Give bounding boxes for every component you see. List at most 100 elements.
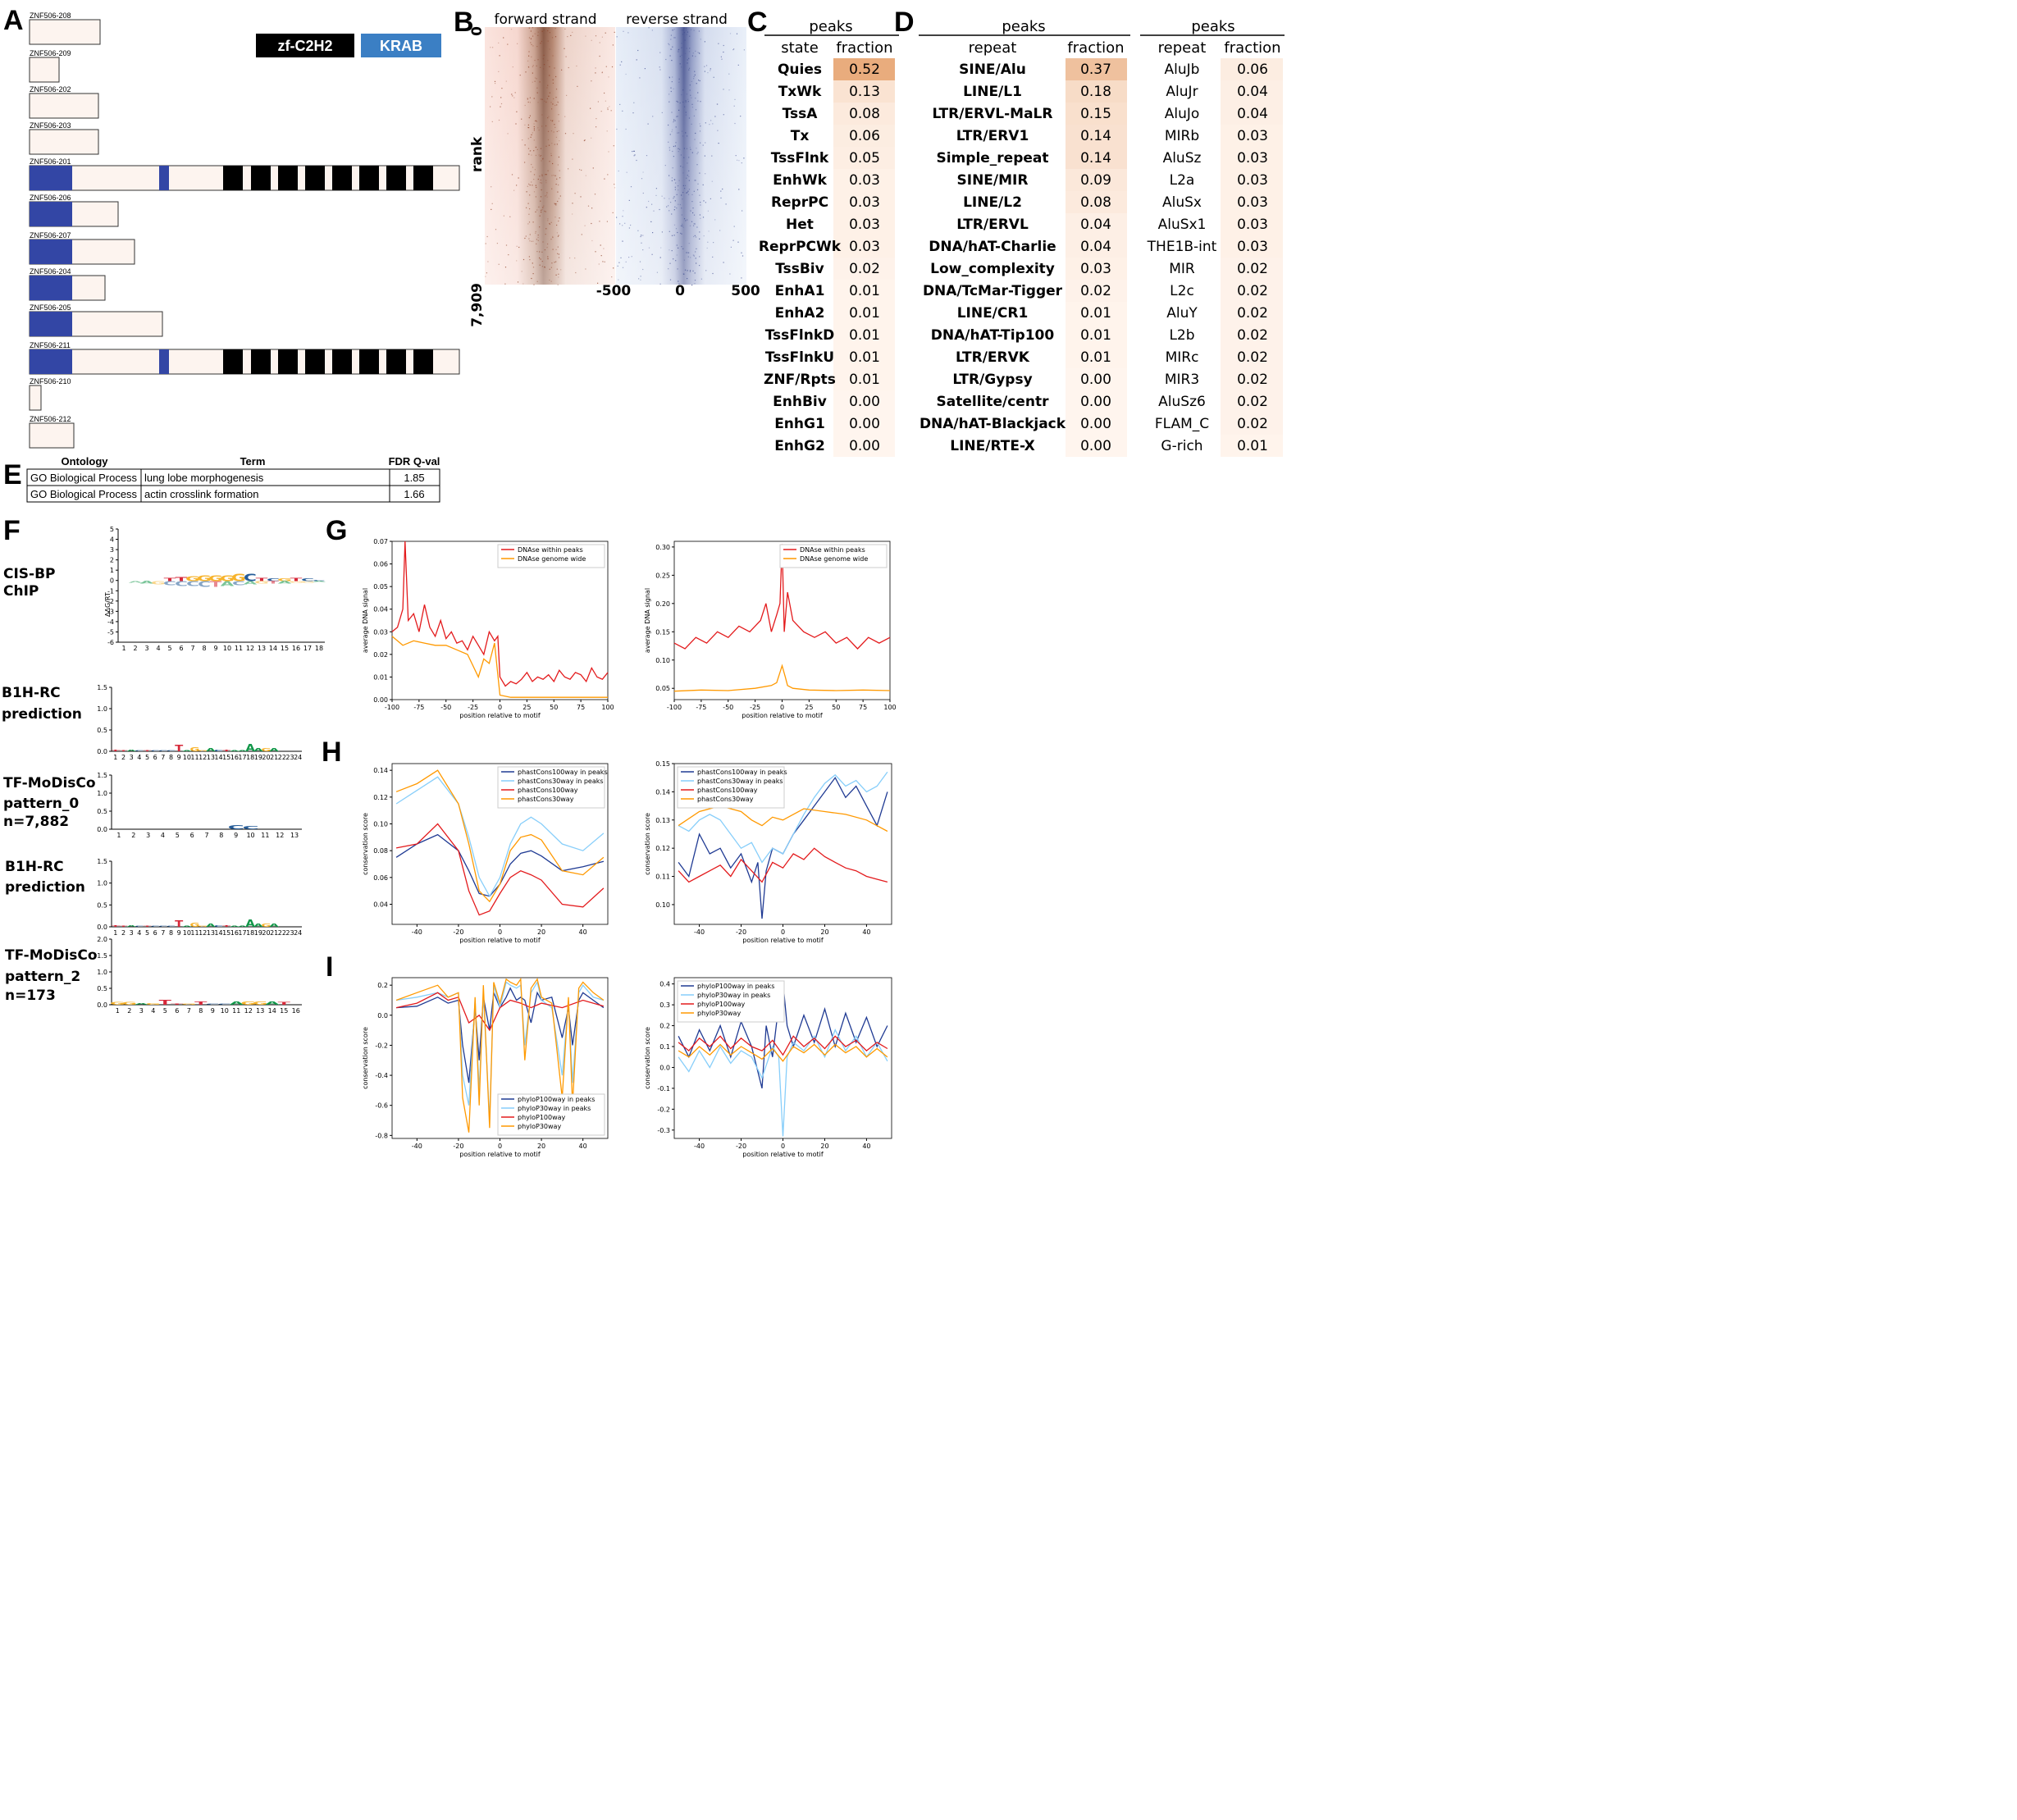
fraction-cell	[1066, 58, 1127, 80]
logo-position-label: 9	[234, 832, 238, 839]
logo-ylabel: ΔΔG/RT	[104, 592, 112, 617]
heatmap-speckle	[678, 48, 680, 50]
heatmap-speckle	[642, 192, 644, 194]
row-value: 0.06	[849, 128, 880, 144]
heatmap-speckle	[684, 52, 687, 54]
legend-label: phyloP100way	[697, 1001, 746, 1008]
strand-heatmap: forward strand reverse strand rank 0 7,9…	[469, 11, 760, 327]
y-tick-label: 0.14	[373, 767, 388, 774]
heatmap-speckle	[548, 95, 550, 97]
heatmap-speckle	[529, 102, 531, 103]
heatmap-speckle	[682, 185, 684, 186]
heatmap-speckle	[500, 97, 502, 98]
heatmap-speckle	[697, 183, 699, 185]
fraction-cell	[1066, 435, 1127, 457]
logo-tick-label: 1.0	[97, 705, 107, 713]
row-value: 0.00	[849, 394, 880, 410]
heatmap-speckle	[671, 177, 673, 179]
row-key: EnhA1	[775, 283, 825, 299]
heatmap-speckle	[681, 94, 682, 96]
krab-domain	[30, 166, 72, 190]
row-key: Satellite/centr	[937, 394, 1050, 410]
logo-letter: T	[222, 750, 231, 752]
heatmap-speckle	[692, 52, 694, 54]
heatmap-speckle	[685, 114, 687, 116]
heatmap-speckle	[624, 222, 626, 224]
heatmap-speckle	[673, 224, 676, 226]
x-tick-label: -25	[468, 704, 478, 711]
heatmap-speckle	[732, 239, 734, 241]
heatmap-speckle	[527, 98, 528, 100]
row-value: 0.06	[1237, 62, 1268, 78]
logo-letter: A	[253, 923, 263, 928]
heatmap-speckle	[633, 150, 635, 152]
x-tick-label: -20	[453, 1143, 463, 1150]
row-key: Het	[786, 217, 814, 233]
logo-letter-negative: C	[232, 580, 245, 586]
fraction-cell	[1221, 147, 1283, 169]
y-tick-label: 0.06	[373, 561, 388, 568]
heatmap-speckle	[518, 246, 520, 249]
heatmap-speckle	[687, 98, 689, 100]
heatmap-speckle	[541, 209, 543, 211]
fraction-cell	[833, 390, 895, 413]
heatmap-speckle	[564, 28, 566, 30]
heatmap-speckle	[710, 68, 711, 70]
heatmap-speckle	[528, 27, 530, 29]
legend-box	[677, 766, 785, 809]
row-value: 0.04	[1237, 84, 1268, 100]
heatmap-speckle	[706, 247, 708, 249]
heatmap-speckle	[486, 235, 488, 238]
term-row-2: actin crosslink formation	[144, 488, 258, 500]
x-tick-label: 50	[550, 704, 558, 711]
logo-position-label: 5	[145, 929, 149, 937]
heatmap-speckle	[528, 153, 530, 155]
y-tick-label: 0.11	[655, 874, 670, 881]
heatmap-speckle	[570, 34, 572, 36]
heatmap-speckle	[729, 273, 731, 275]
heatmap-speckles	[485, 27, 745, 286]
logo-position-label: 11	[190, 754, 199, 761]
heatmap-speckle	[556, 104, 558, 106]
heatmap-speckle	[528, 221, 531, 223]
logo-letter-negative: T	[267, 581, 280, 585]
heatmap-speckle	[648, 247, 650, 249]
heatmap-speckle	[698, 52, 700, 54]
legend-label: phastCons30way	[518, 796, 574, 803]
heatmap-speckle	[669, 147, 670, 148]
heatmap-speckle	[653, 210, 655, 212]
heatmap-speckle	[539, 81, 541, 83]
y-tick-label: 0.04	[373, 901, 388, 909]
fdr-row-2: 1.66	[404, 488, 424, 500]
heatmap-speckle	[607, 108, 609, 111]
logo-position-label: 15	[281, 645, 289, 652]
heatmap-speckle	[543, 54, 545, 56]
x-tick-label: 0	[498, 928, 502, 936]
x-tick-label: -40	[412, 1143, 422, 1150]
heatmap-speckle	[688, 180, 690, 181]
heatmap-speckle	[559, 195, 561, 197]
heatmap-speckle	[539, 264, 541, 266]
fraction-cell	[1066, 390, 1127, 413]
logo-position-label: 4	[161, 832, 165, 839]
heatmap-speckle	[711, 155, 713, 157]
heatmap-speckle	[681, 66, 682, 68]
heatmap-speckle	[642, 235, 644, 236]
row-key: EnhBiv	[773, 394, 827, 410]
heatmap-speckle	[564, 133, 567, 135]
logo-letter: C	[214, 925, 223, 928]
logo-letter: A	[230, 926, 240, 928]
ontology-row-1: GO Biological Process	[30, 472, 138, 484]
heatmap-speckle	[595, 72, 596, 74]
heatmap-speckle	[673, 145, 674, 148]
row-key: L2a	[1170, 172, 1195, 189]
heatmap-speckle	[555, 274, 557, 276]
row-value: 0.03	[1237, 128, 1268, 144]
logo-position-label: 15	[222, 929, 230, 937]
heatmap-speckle	[516, 245, 518, 247]
heatmap-speckle	[675, 142, 677, 144]
heatmap-fade	[485, 27, 746, 285]
logo-position-label: 7	[161, 754, 165, 761]
heatmap-speckle	[600, 244, 601, 246]
heatmap-speckle	[537, 178, 539, 180]
